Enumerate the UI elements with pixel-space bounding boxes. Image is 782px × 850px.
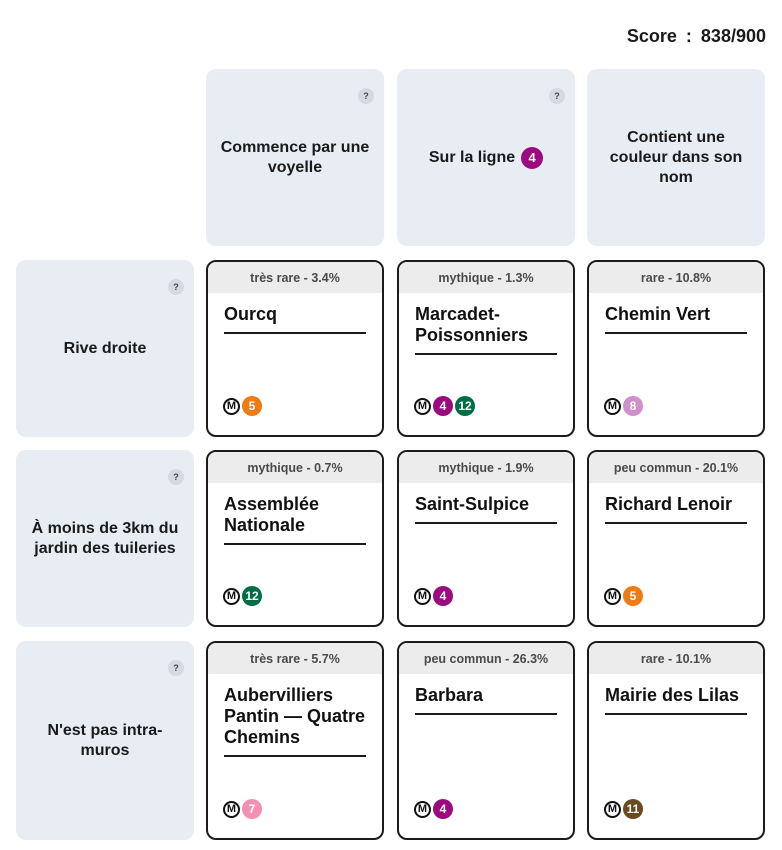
grid-cell[interactable]: très rare - 5.7% Aubervilliers Pantin — … [206,641,384,840]
metro-icon: M [223,800,240,818]
row-header-label: Rive droite [63,339,147,357]
rarity-label: très rare - 5.7% [208,643,382,674]
metro-icon: M [223,587,240,605]
station-name: Chemin Vert [605,304,747,334]
station-name: Saint-Sulpice [415,494,557,524]
column-header-1: Commence par une voyelle ? [206,69,384,246]
station-lines: M 4 12 [414,396,475,416]
rarity-label: rare - 10.1% [589,643,763,674]
metro-icon: M [604,800,621,818]
station-name: Aubervilliers Pantin — Quatre Chemins [224,685,366,757]
column-header-2: Sur la ligne 4 ? [397,69,575,246]
rarity-label: mythique - 0.7% [208,452,382,483]
station-lines: M 12 [223,586,262,606]
rarity-label: rare - 10.8% [589,262,763,293]
row-header-label: N'est pas intra-muros [47,721,163,759]
rarity-label: peu commun - 20.1% [589,452,763,483]
station-name: Barbara [415,685,557,715]
help-icon[interactable]: ? [168,469,184,485]
rarity-label: très rare - 3.4% [208,262,382,293]
help-icon[interactable]: ? [168,660,184,676]
metro-line-badge: 4 [433,586,453,606]
rarity-label: peu commun - 26.3% [399,643,573,674]
metro-line-badge: 12 [455,396,475,416]
metro-line-badge: 5 [623,586,643,606]
metro-line-badge: 4 [521,146,544,169]
metro-line-badge: 5 [242,396,262,416]
column-header-label: Commence par une voyelle [220,138,370,176]
metro-line-badge: 8 [623,396,643,416]
column-header-label: Contient une couleur dans son nom [609,128,743,186]
grid-cell[interactable]: mythique - 0.7% Assemblée Nationale M 12 [206,450,384,627]
station-name: Ourcq [224,304,366,334]
help-icon[interactable]: ? [549,88,565,104]
row-header-1: Rive droite ? [16,260,194,437]
metro-icon: M [414,587,431,605]
metro-line-badge: 11 [623,799,643,819]
metro-line-badge: 4 [433,799,453,819]
row-header-2: À moins de 3km du jardin des tuileries ? [16,450,194,627]
score-label: Score [626,26,677,46]
grid-cell[interactable]: rare - 10.1% Mairie des Lilas M 11 [587,641,765,840]
metro-line-badge: 7 [242,799,262,819]
column-header-3: Contient une couleur dans son nom [587,69,765,246]
station-name: Marcadet-Poissonniers [415,304,557,355]
metro-icon: M [223,397,240,415]
score-value: 838/900 [700,26,766,46]
metro-icon: M [604,587,621,605]
row-header-label: À moins de 3km du jardin des tuileries [31,519,179,557]
metro-line-badge: 4 [433,396,453,416]
metro-line-badge: 12 [242,586,262,606]
row-header-3: N'est pas intra-muros ? [16,641,194,840]
column-header-label: Sur la ligne [428,148,516,166]
station-name: Richard Lenoir [605,494,747,524]
score-separator: : [685,26,692,46]
rarity-label: mythique - 1.9% [399,452,573,483]
help-icon[interactable]: ? [358,88,374,104]
metro-icon: M [414,800,431,818]
station-name: Mairie des Lilas [605,685,747,715]
score-display: Score : 838/900 [627,26,766,47]
rarity-label: mythique - 1.3% [399,262,573,293]
station-lines: M 11 [604,799,643,819]
help-icon[interactable]: ? [168,279,184,295]
metro-icon: M [604,397,621,415]
metro-icon: M [414,397,431,415]
station-name: Assemblée Nationale [224,494,366,545]
